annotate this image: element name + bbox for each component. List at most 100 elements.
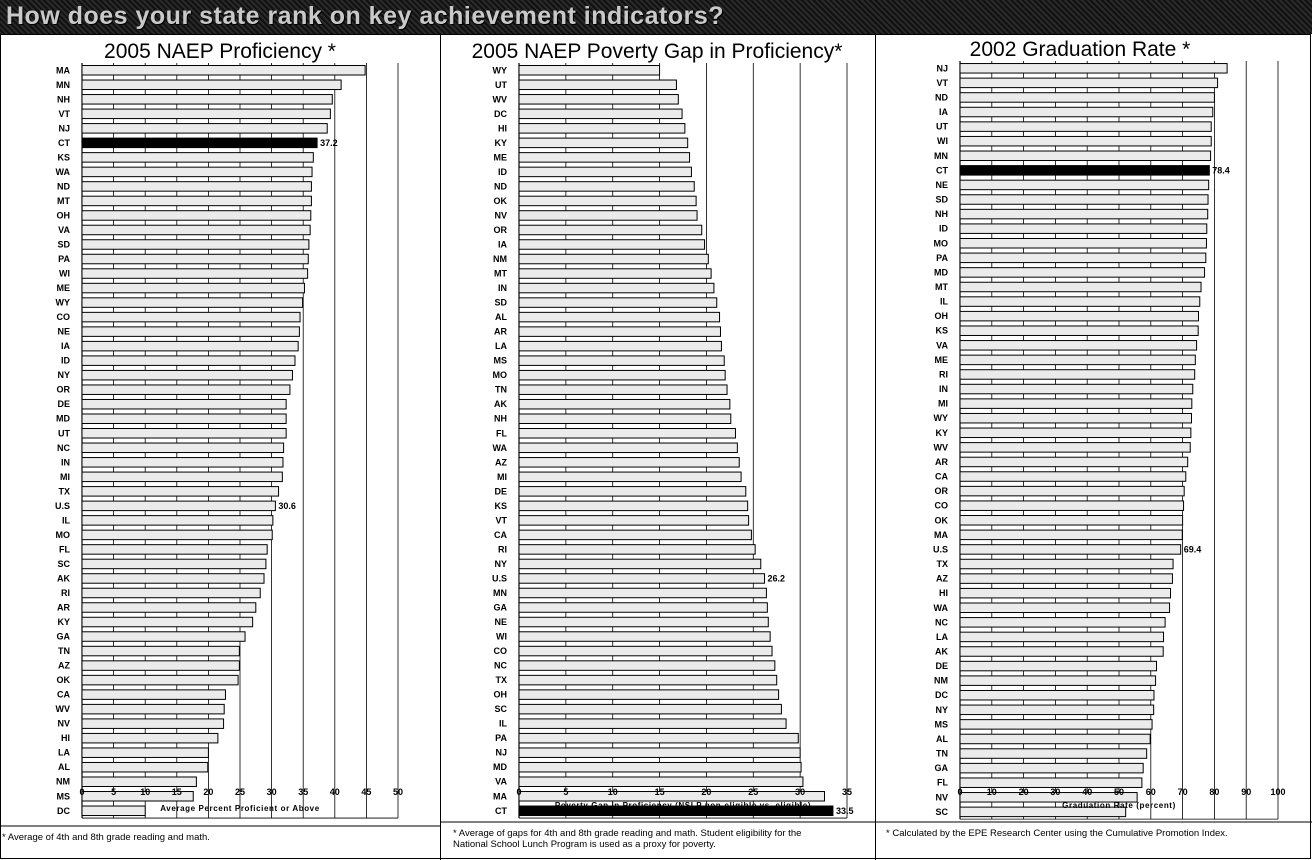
category-label: CO — [935, 501, 949, 511]
bar-ga — [518, 602, 768, 613]
bar-wv — [959, 442, 1191, 453]
category-label: AK — [57, 573, 70, 583]
category-label: MS — [494, 356, 508, 366]
category-label: PA — [495, 733, 507, 743]
category-label: DE — [57, 399, 70, 409]
bar-wv — [81, 703, 225, 715]
tick-label: 60 — [1146, 787, 1156, 797]
bar-la — [959, 631, 1165, 643]
bar-sc — [518, 703, 782, 715]
tick-label: 90 — [1241, 787, 1251, 797]
bar-az — [81, 660, 240, 671]
category-label: MO — [934, 238, 949, 248]
category-label: NY — [935, 705, 948, 715]
bar-oh — [81, 210, 312, 221]
bar-ga — [959, 762, 1144, 774]
category-label: IN — [61, 457, 70, 467]
category-label: OK — [57, 675, 71, 685]
bar-md — [81, 413, 287, 424]
bar-ok — [959, 515, 1184, 526]
bar-in — [518, 282, 715, 294]
bar-or — [518, 224, 703, 236]
category-label: IL — [940, 297, 949, 307]
bar-ny — [81, 369, 293, 381]
bar-us — [81, 500, 276, 512]
tick-label: 15 — [655, 787, 665, 797]
bar-dc — [518, 108, 683, 120]
category-label: WI — [937, 136, 948, 146]
category-label: DE — [935, 661, 948, 671]
category-label: VT — [936, 78, 948, 88]
bar-ri — [518, 544, 756, 555]
tick-label: 20 — [203, 787, 213, 797]
bar-ri — [959, 369, 1196, 380]
bar-ct — [518, 805, 834, 817]
bar-ia — [81, 340, 299, 352]
bar-nm — [959, 675, 1157, 686]
category-label: VA — [58, 225, 70, 235]
category-label: CT — [58, 138, 70, 148]
tick-label: 0 — [957, 787, 962, 797]
bar-wv — [518, 94, 679, 105]
category-label: AR — [494, 327, 507, 337]
category-label: AL — [495, 312, 507, 322]
tick-label: 100 — [1270, 787, 1285, 797]
footnote: * Calculated by the EPE Research Center … — [886, 828, 1228, 839]
category-label: AR — [57, 603, 70, 613]
bar-mt — [81, 195, 312, 207]
bar-la — [81, 747, 209, 758]
category-label: CA — [935, 472, 948, 482]
category-label: U.S — [492, 573, 507, 583]
bar-pa — [518, 732, 799, 744]
bar-de — [518, 486, 747, 497]
category-label: LA — [495, 341, 507, 351]
bar-wy — [518, 65, 661, 76]
category-label: TX — [936, 559, 948, 569]
category-label: SC — [494, 704, 507, 714]
x-axis-label: Poverty Gap in Proficiency (NSLP non-eli… — [555, 801, 811, 810]
bar-ut — [81, 428, 287, 439]
tick-label: 20 — [1019, 787, 1029, 797]
bar-ma — [81, 65, 366, 76]
tick-label: 35 — [842, 787, 852, 797]
bar-dc — [81, 805, 146, 817]
bar-in — [959, 383, 1194, 395]
category-label: NE — [935, 180, 948, 190]
bar-fl — [959, 777, 1143, 788]
bar-us — [959, 544, 1182, 555]
category-label: NJ — [495, 748, 507, 758]
category-label: NH — [935, 209, 948, 219]
bar-id — [518, 166, 692, 178]
bar-me — [959, 354, 1196, 366]
tick-label: 70 — [1178, 787, 1188, 797]
category-label: WY — [934, 413, 949, 423]
tick-label: 10 — [140, 787, 150, 797]
category-label: AZ — [495, 457, 507, 467]
category-label: DC — [57, 806, 70, 816]
bar-sd — [81, 239, 310, 250]
category-label: SD — [57, 240, 70, 250]
chart-panel-poverty-gap: 2005 NAEP Poverty Gap in Proficiency* WY U… — [441, 34, 875, 860]
tick-label: 15 — [172, 787, 182, 797]
category-label: MS — [935, 719, 949, 729]
category-label: LA — [58, 748, 70, 758]
category-label: PA — [936, 253, 948, 263]
bar-nd — [518, 181, 695, 192]
bar-mi — [518, 471, 742, 483]
category-label: WY — [493, 65, 508, 75]
tick-label: 35 — [298, 787, 308, 797]
bar-la — [518, 340, 722, 352]
category-label: KY — [935, 428, 948, 438]
bar-tx — [518, 674, 778, 686]
category-label: MT — [57, 196, 70, 206]
category-label: NM — [934, 676, 948, 686]
category-label: UT — [58, 428, 70, 438]
bar-or — [81, 384, 291, 395]
category-label: CO — [494, 646, 508, 656]
category-label: SD — [494, 298, 507, 308]
bar-wa — [81, 166, 313, 178]
chart-title: 2005 NAEP Poverty Gap in Proficiency* — [472, 40, 843, 63]
panel-divider — [440, 34, 441, 860]
category-label: MA — [493, 791, 507, 801]
x-axis-label: Graduation Rate (percent) — [1062, 801, 1176, 810]
